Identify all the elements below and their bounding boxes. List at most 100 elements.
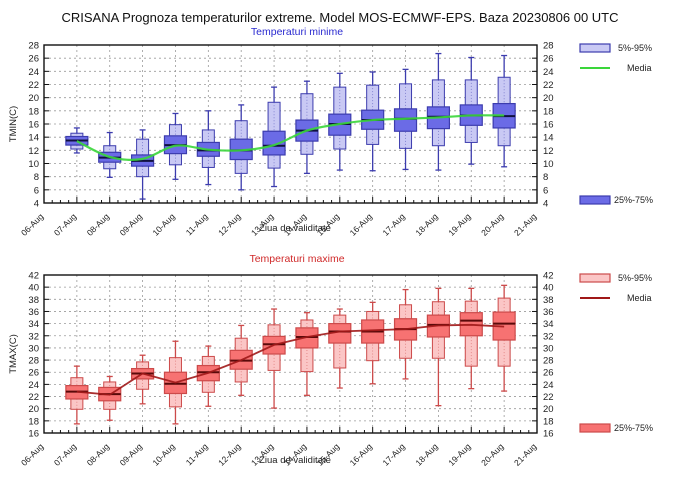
y-tick-label-right: 18 [543,416,554,427]
tmin-box-13-Aug [262,86,286,188]
y-tick-label-right: 28 [543,41,554,52]
y-tick-label-right: 40 [543,283,554,294]
x-tick-label: 10-Aug [150,441,177,468]
y-tick-label-right: 38 [543,295,554,306]
y-tick-label-right: 10 [543,159,554,170]
y-tick-label-right: 12 [543,146,554,157]
x-tick-label: 20-Aug [479,211,506,238]
y-tick-label-left: 4 [34,199,39,210]
tmax-box-07-Aug [65,365,89,425]
tmin-box-15-Aug [328,72,352,171]
y-tick-label-right: 8 [543,172,548,183]
tmax-box-14-Aug [295,312,319,396]
x-tick-label: 06-Aug [19,441,46,468]
y-tick-label-left: 16 [28,120,39,131]
y-tick-label-right: 24 [543,67,554,78]
x-tick-label: 09-Aug [118,441,145,468]
y-tick-label-right: 16 [543,120,554,131]
y-tick-label-left: 32 [28,331,39,342]
tmax-subtitle: Temperaturi maxime [249,253,344,265]
tmin-panel: Temperaturi minime 4 4 6 6 8 8 10 10 12 12 14 14 16 16… [8,26,653,238]
tmin-box-17-Aug [393,68,418,171]
y-tick-label-left: 14 [28,133,39,144]
tmax-mean-line [76,323,505,396]
x-tick-label: 11-Aug [184,441,210,467]
legend-swatch-5-95 [579,273,611,283]
x-tick-label: 16-Aug [348,211,375,238]
y-tick-label-right: 24 [543,380,554,391]
tmax-plot-frame [43,274,538,434]
legend-label-5-95: 5%-95% [618,273,652,283]
tmin-box-20-Aug [492,54,516,168]
tmin-box-09-Aug [131,129,155,200]
x-tick-label: 21-Aug [512,441,539,468]
tmax-box-13-Aug [262,308,286,409]
x-tick-label: 08-Aug [85,441,112,468]
y-tick-label-left: 26 [28,368,39,379]
tmin-legend: 5%-95% Media 25%-75% [579,43,653,205]
y-tick-label-left: 40 [28,283,39,294]
legend-label-mean: Media [627,293,652,303]
tmax-legend: 5%-95% Media 25%-75% [579,273,653,433]
tmax-box-12-Aug [229,324,253,396]
y-tick-label-left: 24 [28,67,39,78]
y-tick-label-left: 12 [28,146,39,157]
legend-label-25-75: 25%-75% [614,423,653,433]
x-tick-label: 12-Aug [216,211,243,238]
x-tick-label: 12-Aug [216,441,243,468]
x-tick-label: 18-Aug [413,441,440,468]
tmin-box-12-Aug [229,104,253,191]
y-tick-label-right: 30 [543,343,554,354]
y-tick-label-right: 42 [543,271,554,282]
y-tick-label-right: 34 [543,319,554,330]
y-tick-label-left: 22 [28,80,39,91]
x-tick-label: 09-Aug [118,211,145,238]
y-tick-label-right: 22 [543,392,554,403]
x-tick-label: 18-Aug [413,211,440,238]
y-tick-label-right: 26 [543,368,554,379]
y-tick-label-left: 30 [28,343,39,354]
y-tick-label-right: 32 [543,331,554,342]
x-tick-label: 11-Aug [184,211,210,237]
tmin-mean-line [76,114,505,161]
y-tick-label-left: 6 [34,185,39,196]
tmax-box-11-Aug [196,345,220,407]
y-tick-label-left: 18 [28,416,39,427]
y-tick-label-left: 42 [28,271,39,282]
y-tick-label-left: 18 [28,106,39,117]
y-tick-label-left: 36 [28,307,39,318]
tmin-x-axis-label: Ziua de validitate [259,223,331,234]
y-tick-label-right: 20 [543,404,554,415]
x-tick-label: 16-Aug [348,441,375,468]
y-tick-label-left: 20 [28,404,39,415]
x-tick-label: 17-Aug [380,211,407,238]
tmin-y-axis-label: TMIN(C) [8,106,19,142]
legend-swatch-25-75 [579,195,611,205]
legend-swatch-5-95 [579,43,611,53]
x-tick-label: 06-Aug [19,211,46,238]
y-tick-label-left: 10 [28,159,39,170]
y-tick-label-right: 4 [543,199,548,210]
tmax-box-18-Aug [426,287,450,407]
tmax-box-16-Aug [361,301,385,385]
tmin-box-07-Aug [65,127,89,154]
legend-label-25-75: 25%-75% [614,195,653,205]
y-tick-label-left: 26 [28,54,39,65]
y-tick-label-right: 6 [543,185,548,196]
box-25-75 [262,130,286,156]
y-tick-label-right: 26 [543,54,554,65]
x-tick-label: 17-Aug [380,441,407,468]
tmin-box-19-Aug [459,56,483,165]
x-tick-label: 19-Aug [446,441,473,468]
y-tick-label-right: 22 [543,80,554,91]
y-tick-label-left: 8 [34,172,39,183]
y-tick-label-left: 20 [28,93,39,104]
y-tick-label-left: 34 [28,319,39,330]
x-tick-label: 10-Aug [150,211,177,238]
y-tick-label-left: 38 [28,295,39,306]
tmin-subtitle: Temperaturi minime [251,26,343,38]
y-tick-label-left: 22 [28,392,39,403]
y-tick-label-right: 36 [543,307,554,318]
